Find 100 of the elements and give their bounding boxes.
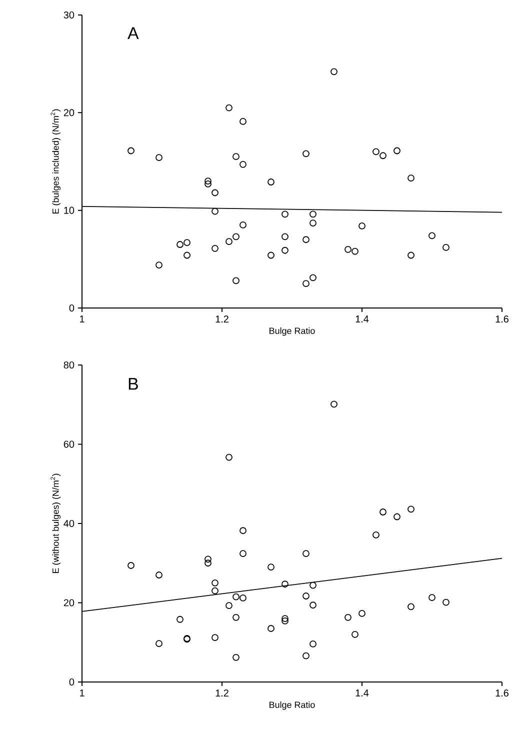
point xyxy=(352,248,358,255)
point xyxy=(372,148,380,156)
point xyxy=(282,580,288,588)
point xyxy=(128,147,134,154)
point xyxy=(212,634,218,642)
point xyxy=(156,154,162,162)
point xyxy=(212,244,218,252)
point xyxy=(268,625,274,632)
point xyxy=(302,280,310,288)
point xyxy=(310,602,316,609)
point xyxy=(282,615,288,622)
point xyxy=(204,180,212,188)
x-tick-label: 1.2 xyxy=(216,316,228,322)
x-tick-label: 1 xyxy=(80,316,84,322)
point xyxy=(232,593,240,600)
x-tick-label: 1.6 xyxy=(496,316,508,323)
point xyxy=(204,560,212,567)
point xyxy=(310,210,316,218)
x-tick-label: 1 xyxy=(80,690,84,696)
point xyxy=(344,246,352,253)
point xyxy=(394,147,400,154)
point xyxy=(240,160,246,168)
text: A xyxy=(128,27,139,39)
point xyxy=(156,262,162,268)
point xyxy=(372,532,380,538)
point xyxy=(268,252,274,259)
point xyxy=(268,564,274,571)
point xyxy=(212,189,218,196)
point xyxy=(232,153,240,160)
y-tick-label: 40 xyxy=(64,520,74,528)
point xyxy=(380,152,386,160)
point xyxy=(310,220,316,226)
point xyxy=(226,454,232,461)
x-tick-label: 1.2 xyxy=(216,690,228,696)
point xyxy=(232,614,240,621)
point xyxy=(344,614,352,621)
y-tick-label: 60 xyxy=(64,440,74,448)
point xyxy=(240,118,246,125)
point xyxy=(232,277,240,284)
point xyxy=(240,527,246,534)
point xyxy=(184,239,190,246)
point xyxy=(302,236,310,244)
point xyxy=(408,252,414,259)
point xyxy=(408,506,414,513)
point xyxy=(204,556,212,563)
point xyxy=(358,610,366,617)
point xyxy=(442,244,450,251)
point xyxy=(282,246,288,254)
point xyxy=(310,640,316,648)
point xyxy=(394,513,400,520)
y-tick-label: 30 xyxy=(64,11,74,19)
point xyxy=(302,592,310,600)
point xyxy=(442,598,450,606)
point xyxy=(176,616,184,623)
y-tick-label: 20 xyxy=(64,109,74,116)
y-tick-label: 0 xyxy=(69,678,74,686)
point xyxy=(408,603,414,610)
point xyxy=(240,594,246,602)
point xyxy=(380,508,386,516)
x-axis-title: Bulge Ratio xyxy=(270,701,315,710)
point xyxy=(302,150,310,158)
point xyxy=(212,579,218,586)
x-tick-label: 1.4 xyxy=(356,690,369,696)
point xyxy=(226,238,232,246)
point xyxy=(176,241,184,248)
point xyxy=(212,587,218,594)
point xyxy=(310,274,316,282)
x-tick-label: 1.4 xyxy=(356,316,369,322)
x-axis-title: Bulge Ratio xyxy=(270,327,315,336)
point xyxy=(428,232,436,240)
point xyxy=(232,654,240,661)
point xyxy=(226,104,232,112)
point xyxy=(302,550,310,558)
point xyxy=(302,652,310,660)
y-axis-title: E (bulges included) (N/m$^{2}$) xyxy=(50,109,61,214)
point xyxy=(212,208,218,215)
point xyxy=(156,640,162,648)
y-tick-label: 80 xyxy=(64,361,74,369)
x-tick-label: 1.6 xyxy=(496,690,508,697)
point xyxy=(282,210,288,218)
point xyxy=(282,233,288,240)
y-tick-label: 10 xyxy=(64,206,74,214)
point xyxy=(204,178,212,184)
point xyxy=(358,222,366,230)
point xyxy=(240,222,246,228)
point xyxy=(128,562,134,569)
text: B xyxy=(128,378,138,390)
point xyxy=(240,550,246,558)
point xyxy=(184,252,190,259)
point xyxy=(408,174,414,182)
point xyxy=(226,602,232,609)
y-axis-title: E (without bulges) (N/m$^{2}$) xyxy=(50,474,61,573)
point xyxy=(232,233,240,240)
point xyxy=(330,68,338,76)
point xyxy=(352,630,358,638)
point xyxy=(330,400,338,408)
point xyxy=(282,618,288,624)
point xyxy=(156,572,162,578)
y-tick-label: 20 xyxy=(64,599,74,606)
point xyxy=(310,582,316,589)
